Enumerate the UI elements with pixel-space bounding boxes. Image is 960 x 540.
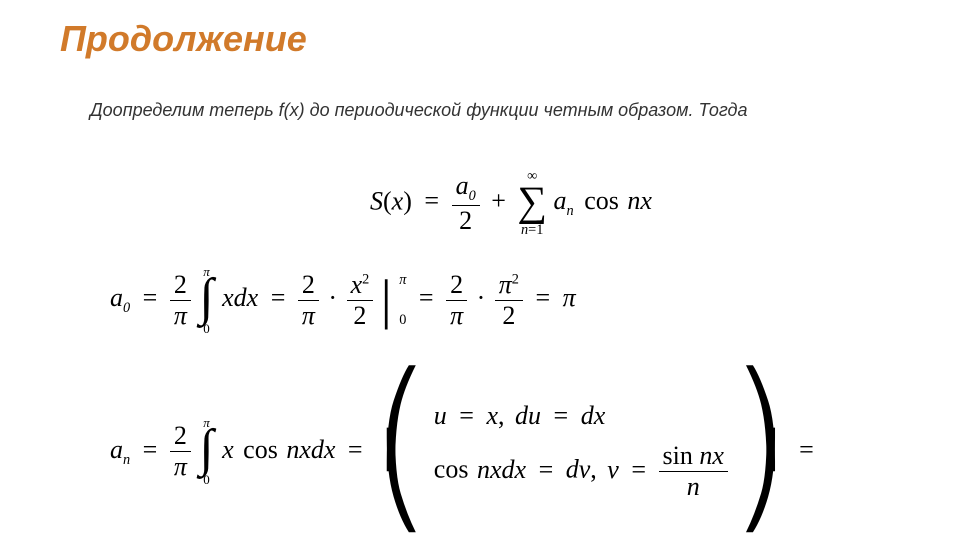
- integral-icon: ∫: [199, 269, 213, 326]
- integral: π ∫ 0: [199, 415, 213, 488]
- frac-pi2-2: π2 2: [495, 270, 523, 331]
- equals-2: =: [348, 435, 363, 464]
- nxdx: nxdx: [286, 435, 335, 464]
- sub-n: n: [123, 452, 130, 468]
- equals-1: =: [143, 283, 158, 312]
- frac-a0-2: a0 2: [452, 171, 480, 236]
- frac-2-pi-2: 2 π: [298, 270, 319, 331]
- xdx: xdx: [222, 283, 258, 312]
- intro-text: Доопределим теперь f(x) до периодической…: [90, 96, 870, 125]
- equals-4: =: [535, 283, 550, 312]
- equals-trailing: =: [799, 435, 814, 464]
- nx: nx: [627, 186, 652, 215]
- pi-result: π: [563, 283, 576, 312]
- sub-0: 0: [469, 188, 476, 204]
- dot-1: ·: [328, 283, 337, 312]
- cos: cos: [243, 435, 278, 464]
- frac-x2-2: x2 2: [347, 270, 374, 331]
- sym-S: S: [370, 186, 383, 215]
- equals-3: =: [419, 283, 434, 312]
- frac-sin-nx-n: sin nx n: [659, 441, 728, 502]
- substitution-block: u = x, du = dx cos nxdx = dv, v = sin nx…: [434, 391, 728, 512]
- sub-row-2: cos nxdx = dv, v = sin nx n: [434, 441, 728, 502]
- sub-row-1: u = x, du = dx: [434, 401, 728, 431]
- integral-icon: ∫: [199, 420, 213, 477]
- formula-series: S(x) = a0 2 + ∞ ∑ n=1 an cos nx: [370, 168, 652, 239]
- slide-title: Продолжение: [60, 18, 307, 60]
- cos: cos: [584, 186, 619, 215]
- plus: +: [491, 186, 506, 215]
- integral-1: π ∫ 0: [199, 264, 213, 337]
- frac-2-pi-1: 2 π: [170, 270, 191, 331]
- frac-2-pi: 2 π: [170, 421, 191, 482]
- sum-lower: n=1: [517, 222, 547, 239]
- a-n: an: [554, 186, 574, 215]
- a: a: [110, 435, 123, 464]
- a: a: [110, 283, 123, 312]
- sub-0: 0: [123, 300, 130, 316]
- den-2: 2: [452, 206, 480, 236]
- right-bracket-icon: ⎞ ⎠: [738, 390, 782, 514]
- equals-2: =: [271, 283, 286, 312]
- equals-1: =: [143, 435, 158, 464]
- eval-limits: π 0: [399, 260, 406, 340]
- formula-an: an = 2 π π ∫ 0 x cos nxdx = ⎛ ⎝ u = x, d…: [110, 390, 820, 514]
- equals: =: [424, 186, 439, 215]
- close-paren: ): [403, 186, 412, 215]
- a: a: [456, 171, 469, 200]
- frac-2-pi-3: 2 π: [446, 270, 467, 331]
- sigma-icon: ∑: [517, 178, 547, 224]
- open-paren: (: [383, 186, 392, 215]
- dot-2: ·: [477, 283, 486, 312]
- eval-bar: |: [380, 278, 393, 322]
- sym-x: x: [392, 186, 404, 215]
- summation: ∞ ∑ n=1: [517, 168, 547, 239]
- formula-a0: a0 = 2 π π ∫ 0 xdx = 2 π · x2 2 | π 0 = …: [110, 260, 576, 340]
- left-bracket-icon: ⎛ ⎝: [379, 390, 423, 514]
- x: x: [222, 435, 234, 464]
